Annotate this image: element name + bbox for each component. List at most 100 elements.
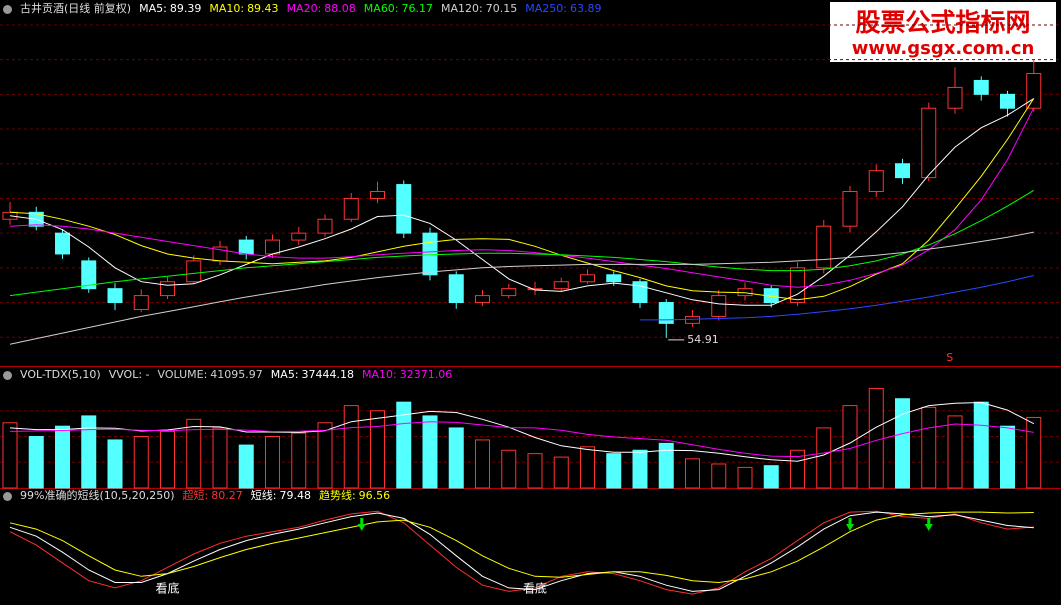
volume-bar: [868, 387, 884, 489]
signal-marker: S: [946, 351, 953, 364]
legend-item: MA537444.18: [271, 367, 354, 383]
volume-bar: [527, 453, 543, 489]
series-line: [9, 510, 1034, 595]
collapse-icon[interactable]: [3, 4, 12, 14]
candle-body: [2, 211, 18, 220]
volume-bar: [580, 446, 595, 489]
series-line: [9, 189, 1035, 297]
series-line: [9, 107, 1035, 288]
volume-bar: [790, 449, 805, 489]
volume-bar: [448, 427, 464, 489]
watermark-bg: [830, 2, 1056, 62]
collapse-icon[interactable]: [3, 370, 12, 380]
legend-value: 41095.97: [210, 368, 263, 381]
volume-bar: [291, 432, 307, 489]
sell-arrow: [924, 518, 933, 531]
volume-bar: [160, 430, 175, 489]
candle-body: [291, 232, 307, 241]
volume-bar: [816, 427, 832, 489]
volume-bar: [685, 458, 700, 489]
candle-body: [790, 267, 805, 304]
legend-value: 96.56: [358, 489, 391, 502]
legend-value: 63.89: [570, 2, 602, 15]
candle-body: [186, 260, 202, 283]
volume-bar: [186, 418, 202, 489]
volume-bar: [212, 427, 228, 489]
candle-body: [501, 288, 517, 297]
volume-bar: [1000, 425, 1015, 489]
candle-body: [343, 197, 359, 220]
volume-bar: [2, 422, 18, 489]
candle-body: [553, 281, 569, 290]
volume-bar: [763, 465, 779, 489]
signal-label: 看底: [523, 581, 547, 596]
legend-name: MA10: [209, 2, 247, 15]
volume-bar: [737, 466, 753, 489]
candle-body: [685, 315, 700, 324]
legend-name: VOLUME: [158, 368, 211, 381]
candle-body: [606, 274, 622, 283]
legend-value: 79.48: [279, 489, 311, 502]
series-line: [9, 98, 1035, 301]
candle-body: [1000, 93, 1015, 109]
candle-body: [448, 274, 464, 304]
watermark-title: 股票公式指标网: [855, 8, 1030, 37]
legend-item: 趋势线96.56: [319, 488, 390, 504]
candle-body: [55, 232, 70, 255]
legend-item: MA1089.43: [209, 1, 278, 17]
candle-body: [737, 288, 753, 297]
candle-body: [947, 86, 963, 109]
candle-body: [107, 288, 123, 304]
volume-bar: [55, 425, 70, 489]
legend-value: 76.17: [401, 2, 434, 15]
series-line: [9, 231, 1034, 345]
legend-name: MA10: [362, 368, 400, 381]
panel-title: 99%准确的短线(10,5,20,250): [20, 489, 175, 502]
candle-body: [842, 191, 858, 227]
collapse-icon[interactable]: [3, 491, 12, 501]
volume-bar: [553, 456, 569, 489]
legend-name: 趋势线: [319, 489, 359, 502]
volume-bar: [501, 449, 517, 489]
legend-name: MA5: [139, 2, 170, 15]
volume-bar: [317, 422, 333, 489]
candle-body: [81, 260, 97, 290]
panel-title: VOL-TDX(5,10): [20, 368, 101, 381]
candle-body: [422, 232, 438, 276]
candle-body: [711, 295, 727, 317]
candle-body: [396, 184, 412, 234]
series-line: [9, 421, 1034, 458]
volume-bar: [973, 401, 989, 489]
candle-body: [973, 79, 989, 95]
watermark-url: www.gsgx.com.cn: [852, 38, 1035, 59]
legend-value: 88.08: [324, 2, 356, 15]
volume-bar: [606, 453, 622, 489]
candle-body: [658, 302, 674, 324]
candle-body: [160, 281, 175, 297]
series-line: [640, 275, 1034, 321]
volume-bar: [238, 444, 254, 489]
legend-name: MA60: [364, 2, 402, 15]
volume-bar: [133, 436, 149, 489]
candle-body: [632, 281, 648, 304]
legend-name: MA20: [287, 2, 325, 15]
low-annotation: 54.91: [687, 333, 719, 346]
volume-bar: [81, 415, 97, 489]
volume-bar: [265, 436, 280, 489]
volume-bar: [632, 449, 648, 489]
legend-name: 超短: [183, 489, 212, 502]
panel-subtitle: VVOL: -: [108, 368, 150, 381]
legend-item: MA6076.17: [364, 1, 433, 17]
candle-body: [1026, 73, 1042, 109]
legend-item: MA12070.15: [441, 1, 517, 17]
volume-bar: [343, 405, 359, 489]
legend-item: 超短80.27: [183, 488, 243, 504]
legend-name: MA250: [525, 2, 570, 15]
candle-body: [868, 170, 884, 192]
legend-name: MA5: [271, 368, 302, 381]
legend-value: 37444.18: [301, 368, 355, 381]
volume-bar: [895, 398, 910, 489]
volume-bar: [107, 439, 123, 489]
